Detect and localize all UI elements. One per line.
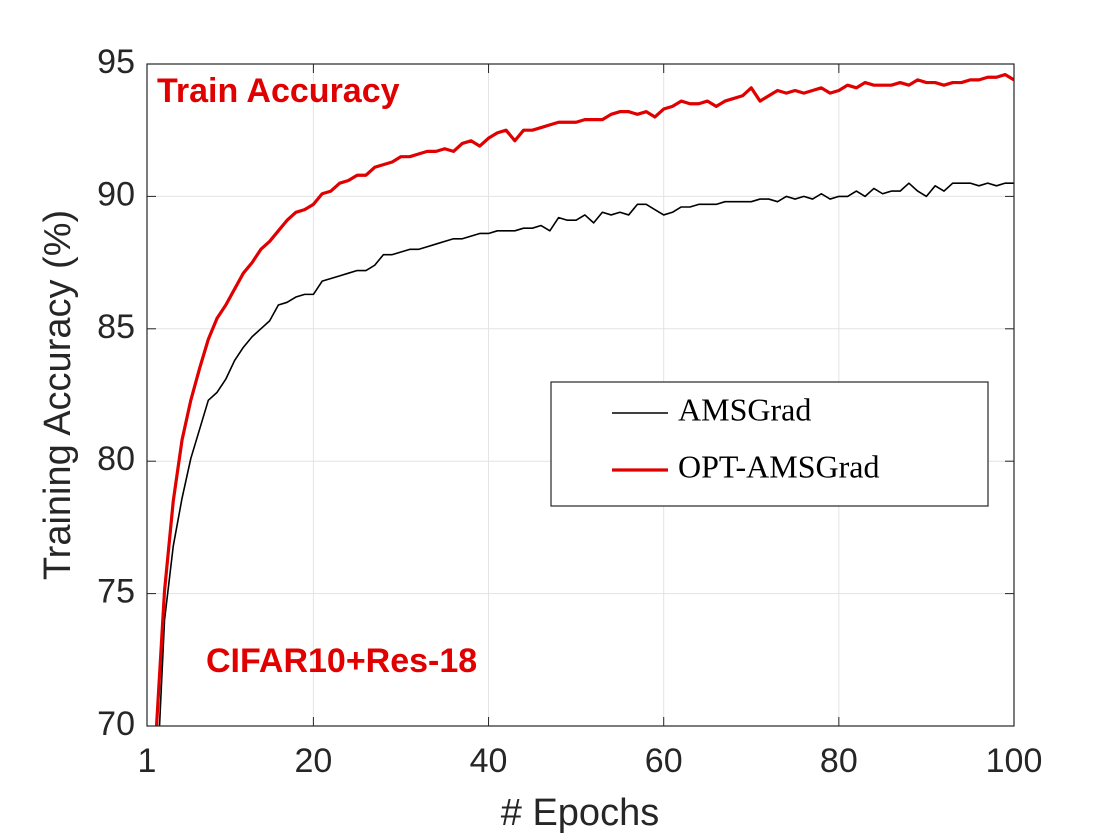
x-tick-label: 100: [986, 742, 1043, 780]
x-tick-label: 20: [294, 742, 332, 780]
axes-box: [146, 63, 1015, 727]
title-annotation: Train Accuracy: [157, 72, 400, 110]
data-line: [154, 72, 1014, 726]
x-tick-label: 60: [645, 742, 683, 780]
data-line: [158, 182, 1014, 726]
y-tick-label: 95: [97, 43, 135, 81]
y-tick-label: 90: [97, 175, 135, 213]
legend-box: [550, 381, 989, 507]
legend-label: OPT-AMSGrad: [678, 448, 880, 484]
y-tick-label: 85: [97, 308, 135, 346]
y-tick-label: 75: [97, 573, 135, 611]
legend-label: AMSGrad: [678, 391, 811, 427]
y-tick-label: 80: [97, 440, 135, 478]
x-axis-label: # Epochs: [501, 792, 659, 834]
plot-lines: [154, 72, 1014, 726]
y-axis-label: Training Accuracy (%): [37, 210, 79, 580]
x-tick-label: 80: [820, 742, 858, 780]
x-tick-label: 40: [470, 742, 508, 780]
y-tick-label: 70: [97, 705, 135, 743]
dataset-annotation: CIFAR10+Res-18: [206, 642, 477, 680]
x-tick-label: 1: [138, 742, 157, 780]
